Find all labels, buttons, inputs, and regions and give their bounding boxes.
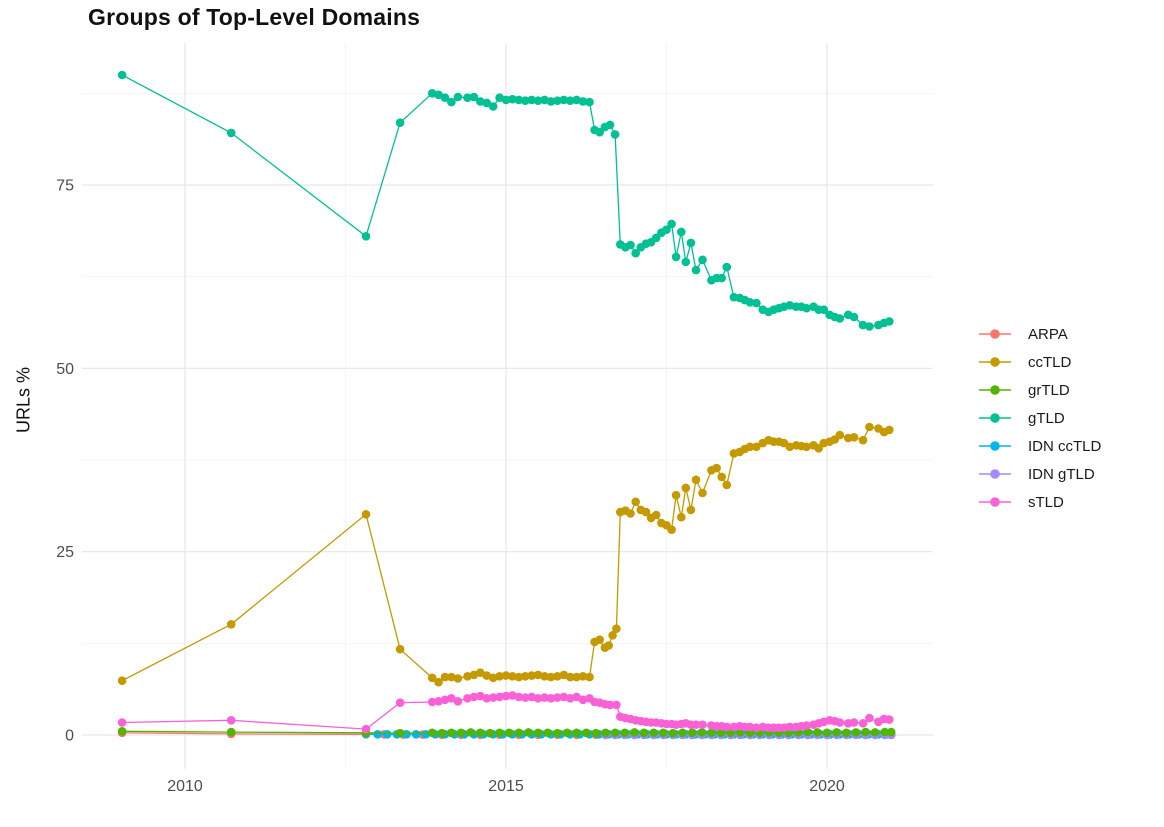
legend-label: ARPA xyxy=(1028,325,1068,343)
gridlines-minor xyxy=(82,43,933,769)
legend-key-icon xyxy=(979,357,1011,367)
legend-item-grtld: grTLD xyxy=(977,376,1101,404)
x-tick-label: 2015 xyxy=(488,778,524,795)
x-tick-label: 2010 xyxy=(167,778,203,795)
y-tick-label: 50 xyxy=(56,361,74,378)
legend-label: sTLD xyxy=(1028,493,1064,511)
legend-key-icon xyxy=(979,329,1011,339)
y-tick-label: 0 xyxy=(65,728,74,745)
legend-label: gTLD xyxy=(1028,409,1065,427)
series-stld xyxy=(117,691,894,734)
series-gtld xyxy=(117,70,894,331)
legend-key-icon xyxy=(979,469,1011,479)
x-tick-label: 2020 xyxy=(809,778,845,795)
legend-item-gtld: gTLD xyxy=(977,404,1101,432)
series-gtld-points xyxy=(117,70,894,331)
legend-item-arpa: ARPA xyxy=(977,320,1101,348)
legend-key-icon xyxy=(979,385,1011,395)
legend-label: IDN ccTLD xyxy=(1028,437,1102,455)
plot-area: 0 25 50 75 2010 2015 2020 xyxy=(56,43,933,795)
series-stld-points xyxy=(117,691,894,734)
series-cctld-points xyxy=(117,422,894,687)
legend-label: ccTLD xyxy=(1028,353,1072,371)
chart-title: Groups of Top-Level Domains xyxy=(88,4,421,30)
legend-key-icon xyxy=(979,497,1011,507)
legend-key-icon xyxy=(979,441,1011,451)
legend-key-icon xyxy=(979,413,1011,423)
legend-label: IDN gTLD xyxy=(1028,465,1095,483)
gridlines-major xyxy=(82,43,933,769)
axis-tick-labels: 0 25 50 75 2010 2015 2020 xyxy=(56,178,845,795)
series-cctld xyxy=(117,422,894,687)
legend: ARPA ccTLD grTLD gTLD IDN ccTLD IDN gTLD sTLD xyxy=(977,320,1101,516)
y-tick-label: 25 xyxy=(56,544,74,561)
legend-label: grTLD xyxy=(1028,381,1070,399)
legend-item-idn-gtld: IDN gTLD xyxy=(977,460,1101,488)
legend-item-cctld: ccTLD xyxy=(977,348,1101,376)
legend-item-stld: sTLD xyxy=(977,488,1101,516)
y-tick-label: 75 xyxy=(56,178,74,195)
legend-item-idn-cctld: IDN ccTLD xyxy=(977,432,1101,460)
